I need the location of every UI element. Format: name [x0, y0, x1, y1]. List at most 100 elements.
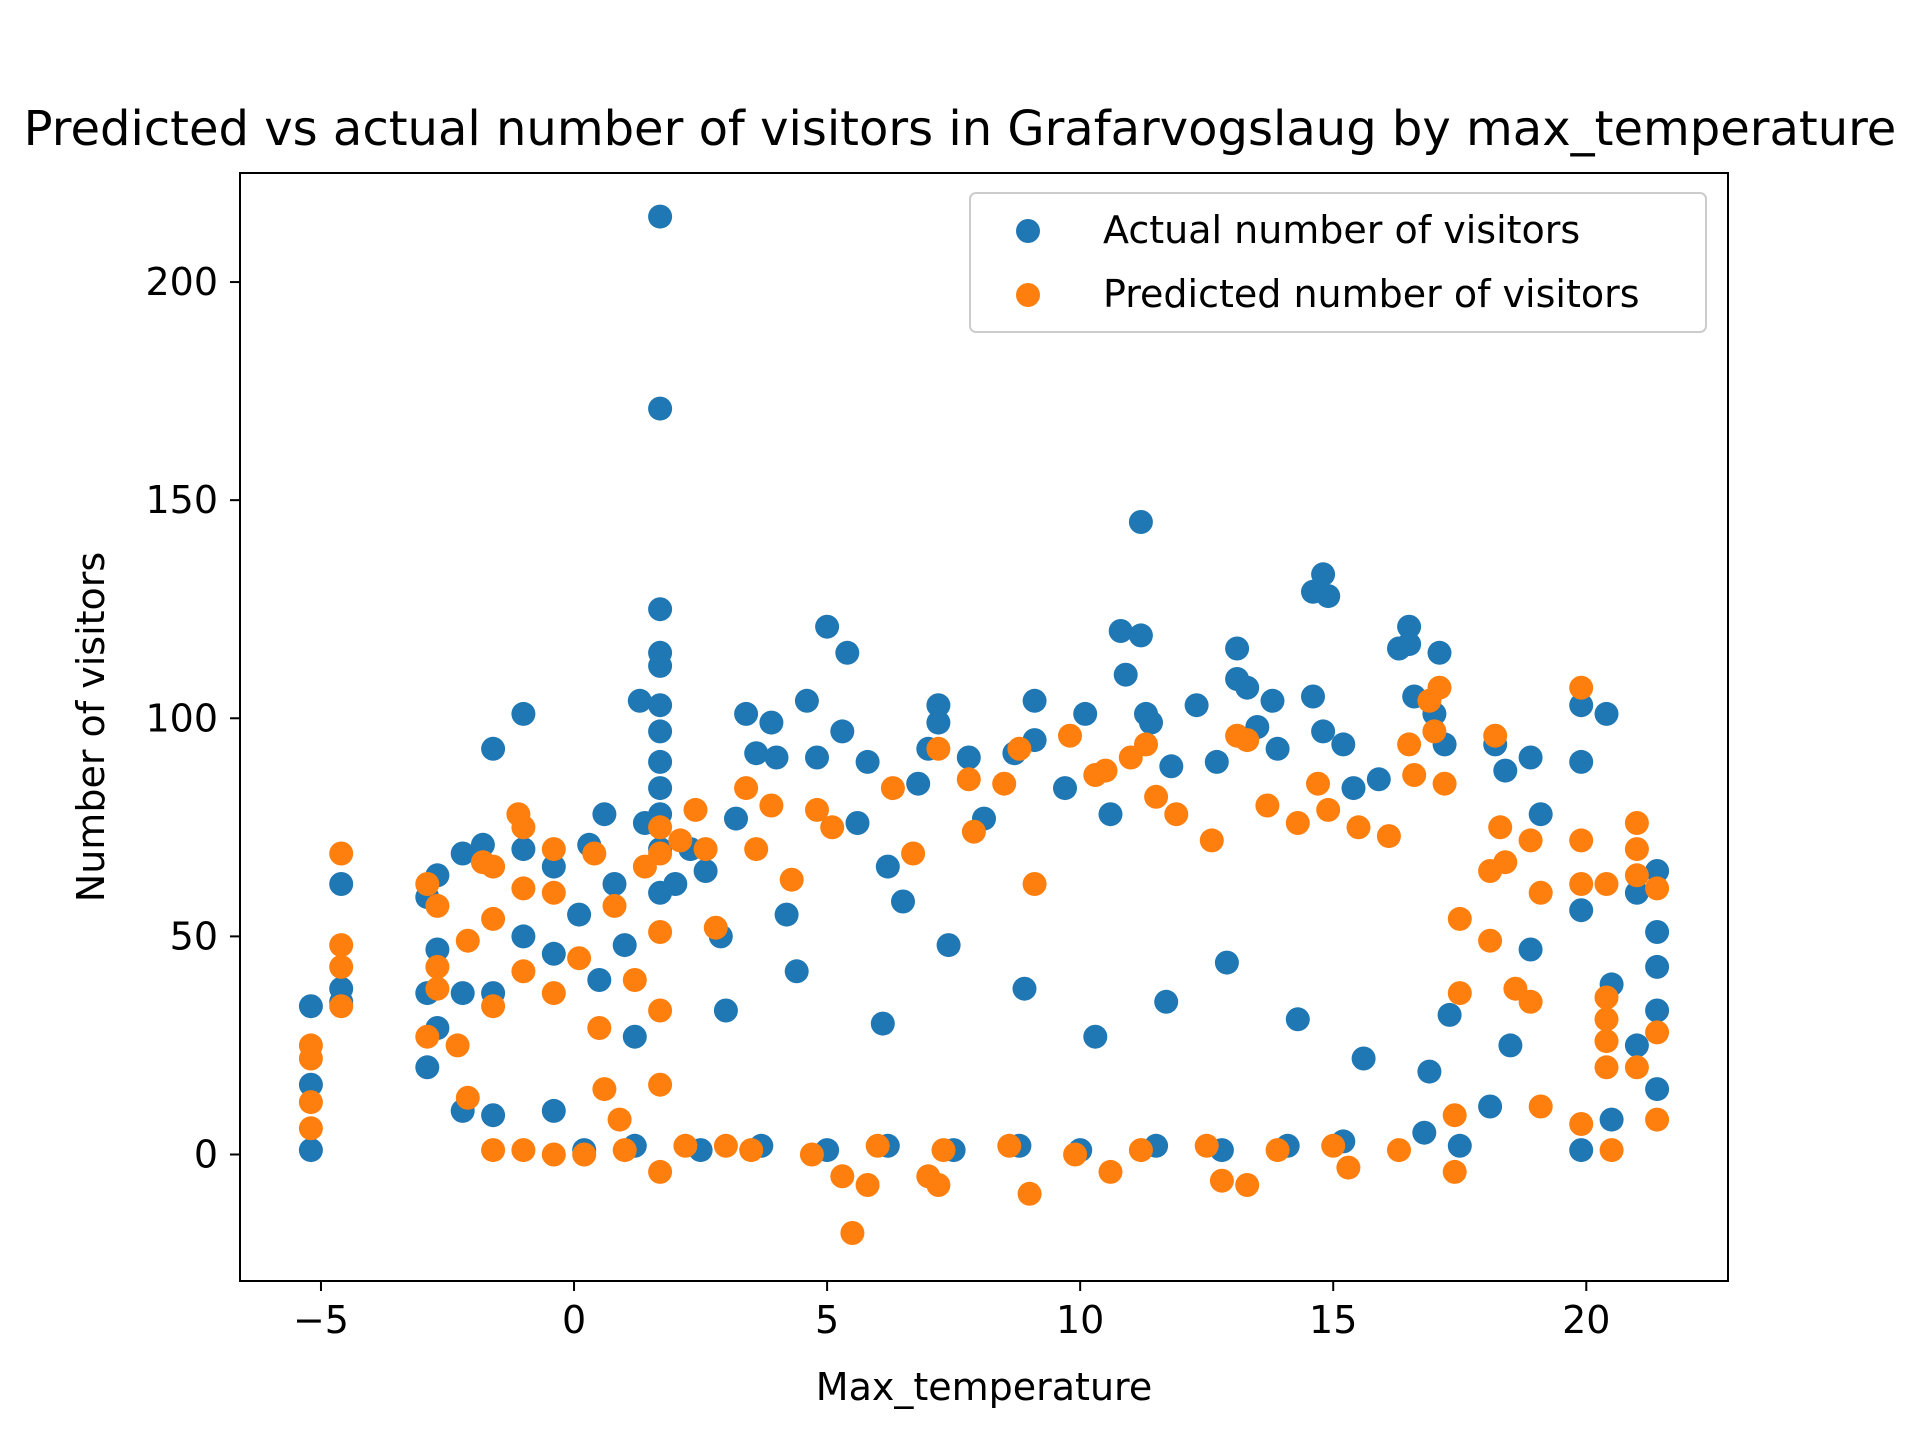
data-point [592, 802, 617, 827]
data-point [1569, 693, 1594, 718]
data-point [713, 998, 738, 1023]
data-point [1341, 776, 1366, 801]
data-point [744, 837, 769, 862]
data-point [1493, 850, 1518, 875]
data-point [1128, 1138, 1153, 1163]
y-axis-label: Number of visitors [69, 552, 113, 902]
data-point [673, 1133, 698, 1158]
data-point [1316, 584, 1341, 609]
data-point [1007, 736, 1032, 761]
data-point [648, 597, 673, 622]
data-point [683, 797, 708, 822]
data-point [815, 614, 840, 639]
legend-label-predicted: Predicted number of visitors [1103, 272, 1640, 316]
data-point [445, 1033, 470, 1058]
data-point [703, 915, 728, 940]
data-point [511, 876, 536, 901]
data-point [511, 701, 536, 726]
data-point [1311, 719, 1336, 744]
data-point [450, 841, 475, 866]
data-point [1336, 1155, 1361, 1180]
data-point [759, 710, 784, 735]
data-point [648, 998, 673, 1023]
data-point [870, 1011, 895, 1036]
data-point [648, 776, 673, 801]
data-point [622, 1024, 647, 1049]
data-point [926, 710, 951, 735]
data-point [612, 1138, 637, 1163]
data-point [481, 736, 506, 761]
data-point [541, 981, 566, 1006]
legend-marker-predicted [1016, 283, 1040, 307]
data-point [329, 994, 354, 1019]
data-point [1311, 562, 1336, 587]
data-point [926, 1173, 951, 1197]
data-point [572, 1142, 597, 1167]
data-point [1255, 793, 1280, 818]
data-point [425, 893, 450, 918]
data-point [602, 872, 627, 896]
data-point [541, 1098, 566, 1123]
data-point [1427, 640, 1452, 665]
data-point [607, 1107, 632, 1132]
data-point [511, 924, 536, 949]
data-point [997, 1133, 1022, 1158]
data-point [1478, 1094, 1503, 1119]
data-point [1235, 675, 1260, 700]
data-point [1478, 928, 1503, 953]
data-point [1599, 1107, 1624, 1132]
legend[interactable]: Actual number of visitors Predicted numb… [969, 192, 1707, 333]
data-point [627, 688, 652, 713]
data-point [1265, 1138, 1290, 1163]
data-point [1528, 1094, 1553, 1119]
data-point [1518, 937, 1543, 962]
data-point [1498, 1033, 1523, 1058]
data-point [1194, 1133, 1219, 1158]
data-point [774, 902, 799, 927]
data-point [901, 841, 926, 866]
axes-frame [239, 172, 1729, 1282]
data-point [830, 1164, 855, 1189]
data-point [511, 1138, 536, 1163]
data-point [1316, 797, 1341, 822]
data-point [541, 854, 566, 879]
data-point [805, 797, 829, 822]
data-point [470, 832, 495, 857]
data-point [541, 1142, 566, 1167]
data-point [587, 1016, 612, 1040]
data-point [1447, 1133, 1472, 1158]
data-point [1346, 815, 1371, 840]
chart-title: Predicted vs actual number of visitors i… [24, 101, 1897, 157]
data-point [1594, 701, 1619, 726]
data-point [855, 749, 880, 774]
data-point [1624, 1055, 1649, 1080]
data-point [1599, 1138, 1624, 1163]
data-point [648, 815, 673, 840]
data-point [329, 872, 354, 896]
legend-frame [969, 192, 1707, 333]
data-point [805, 745, 829, 770]
data-point [587, 968, 612, 992]
x-tick-label: 15 [1309, 1298, 1357, 1342]
data-point [541, 880, 566, 905]
data-point [1012, 976, 1037, 1001]
y-tick-label: 200 [145, 260, 218, 304]
data-point [1159, 754, 1184, 779]
data-point [739, 1138, 764, 1163]
data-point [1366, 767, 1391, 792]
data-points [298, 204, 1670, 1245]
data-point [481, 1138, 506, 1163]
data-point [1569, 675, 1594, 700]
data-point [1645, 1077, 1670, 1102]
data-point [1569, 872, 1594, 896]
data-point [1442, 1103, 1467, 1128]
data-point [1624, 880, 1649, 905]
data-point [1624, 863, 1649, 888]
data-point [724, 806, 748, 831]
data-point [1518, 745, 1543, 770]
data-point [455, 928, 480, 953]
data-point [1447, 906, 1472, 931]
data-point [693, 837, 718, 862]
data-point [1301, 684, 1325, 709]
data-point [511, 959, 536, 984]
